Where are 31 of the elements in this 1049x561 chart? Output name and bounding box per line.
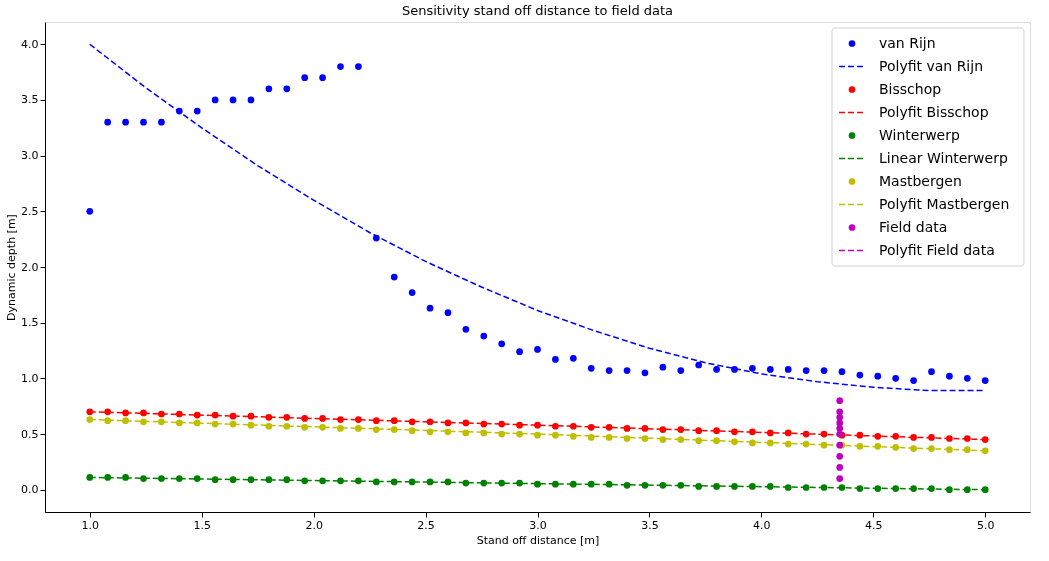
y-tick-label: 2.5: [21, 204, 39, 218]
x-tick-label: 1.0: [81, 518, 100, 532]
x-tick-label: 2.0: [305, 518, 323, 532]
legend-label: Bisschop: [879, 80, 942, 97]
y-tick-label: 3.0: [21, 149, 39, 163]
y-axis-title: Dynamic depth [m]: [5, 214, 19, 321]
y-tick-label: 1.0: [21, 371, 39, 385]
x-tick-label: 3.0: [529, 518, 547, 532]
legend-label: Linear Winterwerp: [879, 149, 1008, 166]
x-tick-label: 4.0: [753, 518, 771, 532]
x-tick-label: 4.5: [865, 518, 883, 532]
legend-label: Polyfit Mastbergen: [879, 195, 1010, 212]
y-tick-label: 0.5: [21, 427, 39, 441]
legend-label: Polyfit Field data: [879, 241, 995, 258]
x-tick-label: 5.0: [976, 518, 995, 532]
x-tick-label: 2.5: [417, 518, 435, 532]
y-tick-label: 1.5: [21, 316, 39, 330]
legend-label: Field data: [879, 218, 948, 235]
y-tick-label: 3.5: [21, 93, 39, 107]
x-tick-label: 3.5: [641, 518, 659, 532]
legend-label: Polyfit Bisschop: [879, 103, 989, 120]
y-tick-label: 2.0: [21, 260, 39, 274]
y-tick-label: 0.0: [21, 483, 39, 497]
legend-label: Mastbergen: [879, 172, 962, 189]
y-tick-label: 4.0: [21, 37, 39, 51]
legend-label: Polyfit van Rijn: [879, 57, 984, 74]
x-axis-title: Stand off distance [m]: [476, 533, 600, 547]
legend-label: van Rijn: [879, 34, 936, 51]
chart-title: Sensitivity stand off distance to field data: [401, 3, 674, 18]
legend-label: Winterwerp: [879, 126, 960, 143]
x-tick-label: 1.5: [193, 518, 211, 532]
